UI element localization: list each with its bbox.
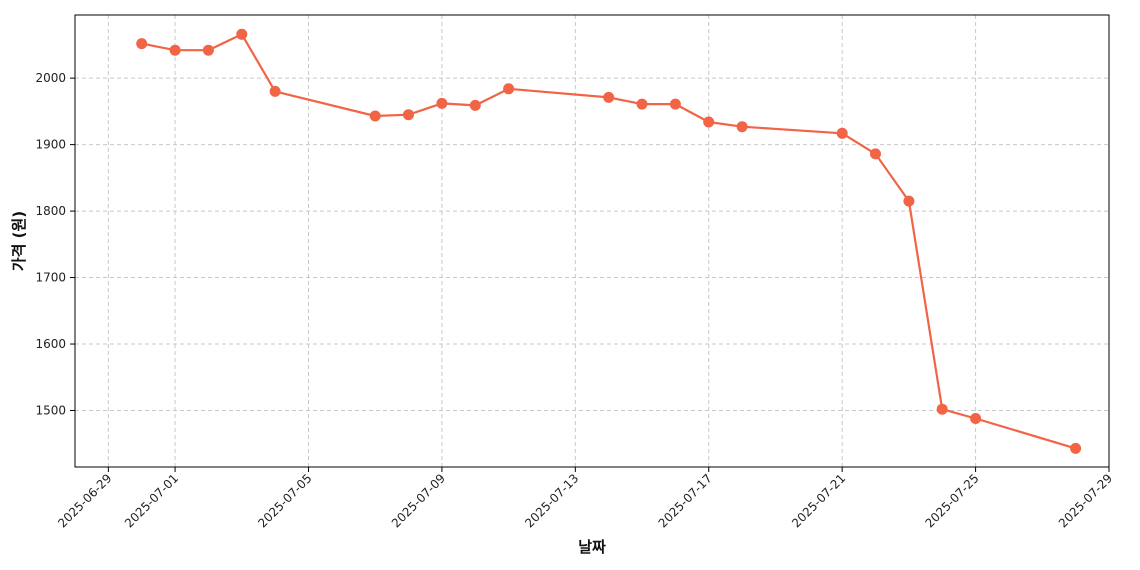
data-point [369, 110, 381, 122]
x-tick-label: 2025-07-29 [1056, 471, 1115, 530]
data-point [970, 413, 982, 424]
x-tick-label: 2025-07-25 [922, 471, 981, 530]
x-tick-label: 2025-06-29 [55, 471, 114, 530]
y-tick-label: 1800 [35, 204, 66, 218]
y-tick-label: 1500 [35, 404, 66, 418]
data-point [636, 98, 648, 110]
data-point [503, 83, 515, 95]
y-tick-label: 1900 [35, 138, 66, 152]
data-point [936, 403, 948, 415]
data-point [1070, 442, 1082, 454]
data-point [236, 28, 248, 40]
data-point [870, 148, 881, 160]
data-point [202, 44, 214, 56]
y-tick-label: 2000 [35, 71, 66, 85]
y-tick-label: 1600 [35, 337, 66, 351]
y-axis-title: 가격 (원) [10, 211, 28, 271]
data-point [836, 127, 848, 139]
plot-frame [74, 14, 1110, 468]
x-axis-title: 날짜 [578, 538, 606, 556]
data-point [736, 121, 748, 133]
axis-ticks: 2025-06-29 2025-07-01 2025-07-05 2025-07-09… [35, 71, 1115, 530]
data-series [136, 28, 1082, 454]
x-tick-label: 2025-07-09 [389, 471, 448, 530]
data-point [903, 195, 915, 207]
data-point [136, 38, 148, 50]
data-point [703, 116, 715, 128]
grid-lines [75, 15, 1110, 467]
data-point [669, 98, 681, 110]
data-point [403, 109, 414, 121]
data-point [469, 99, 481, 111]
data-point [603, 91, 615, 103]
x-tick-label: 2025-07-05 [255, 471, 314, 530]
data-point [436, 97, 448, 109]
x-tick-label: 2025-07-01 [122, 471, 181, 530]
y-tick-label: 1700 [35, 271, 66, 285]
x-tick-label: 2025-07-13 [522, 471, 581, 530]
x-tick-label: 2025-07-21 [789, 471, 848, 530]
x-tick-label: 2025-07-17 [656, 471, 715, 530]
data-point [269, 85, 281, 97]
data-point [169, 44, 181, 56]
